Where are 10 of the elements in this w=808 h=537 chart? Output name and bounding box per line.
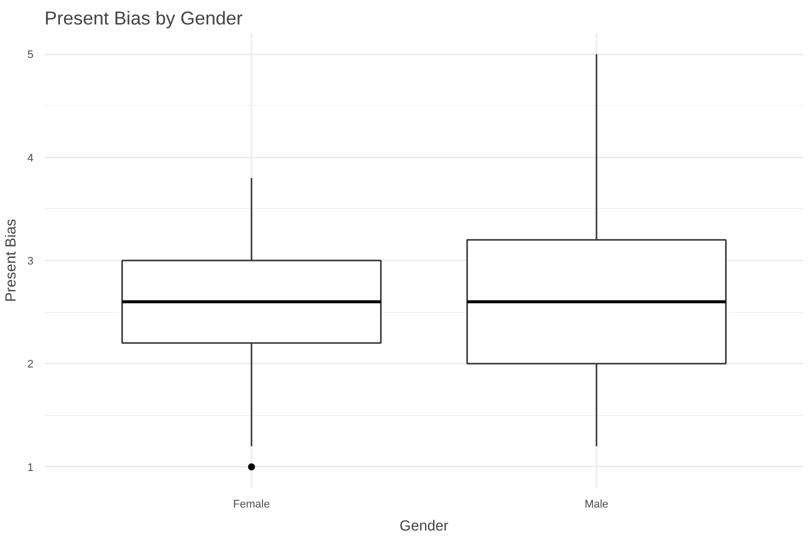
x-axis-title: Gender — [400, 518, 449, 534]
x-tick-label: Female — [233, 498, 270, 510]
x-tick-label: Male — [584, 498, 608, 510]
chart-title: Present Bias by Gender — [44, 8, 243, 28]
y-tick-label: 2 — [27, 358, 34, 371]
y-tick-label: 3 — [27, 256, 34, 268]
y-tick-label: 4 — [27, 152, 34, 164]
y-tick-label: 1 — [27, 462, 34, 474]
y-axis-title: Present Bias — [3, 218, 20, 302]
y-tick-label: 5 — [27, 49, 34, 62]
